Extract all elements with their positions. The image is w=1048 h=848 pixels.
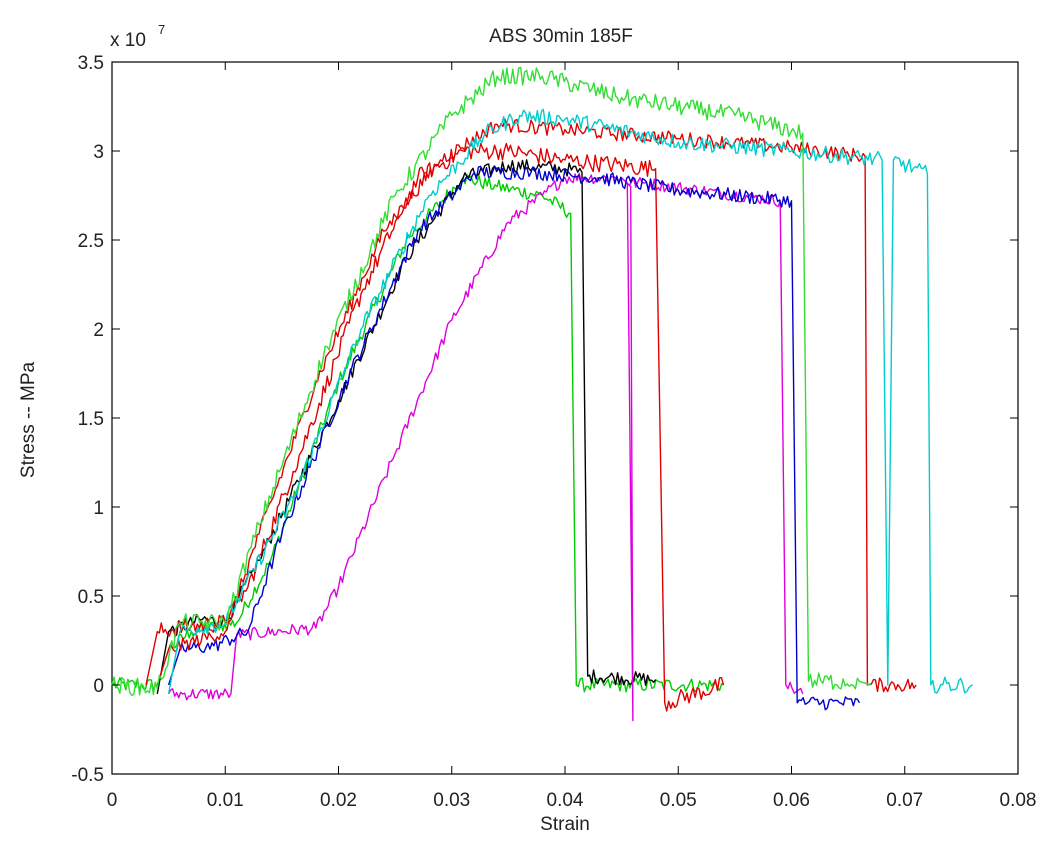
y-exponent-label: x 10 7 [110,22,165,51]
x-tick-label: 0.08 [1000,790,1037,811]
x-tick-label: 0.02 [320,790,357,811]
series-line-8 [111,66,872,697]
x-tick-label: 0.07 [886,790,923,811]
y-tick-label: 3 [93,142,104,163]
series-line-6 [156,118,917,693]
y-tick-label: 1.5 [78,409,104,430]
x-tick-label: 0.05 [660,790,697,811]
y-exponent-power: 7 [158,22,165,37]
y-tick-label: 1 [93,498,104,519]
y-tick-label: 0 [93,676,104,697]
x-axis-label: Strain [540,814,590,835]
x-tick-label: 0.04 [547,790,584,811]
y-tick-label: 3.5 [78,53,104,74]
x-tick-label: 0 [107,790,118,811]
y-tick-label: 0.5 [78,587,104,608]
tick-layer: 0 0.01 0.02 0.03 0.04 0.05 0.06 0.07 0.08-0.500.… [71,53,1036,811]
series-layer [111,66,973,722]
series-line-7 [167,108,973,695]
y-exponent-prefix: x 10 [110,30,146,51]
series-line-5 [167,165,861,711]
series-line-3 [167,172,804,722]
x-tick-label: 0.01 [207,790,244,811]
x-tick-label: 0.06 [773,790,810,811]
y-tick-label: -0.5 [71,765,104,786]
plot-area: 0 0.01 0.02 0.03 0.04 0.05 0.06 0.07 0.08-0.500.… [71,53,1036,811]
y-axis-label: Stress -- MPa [18,362,39,479]
y-tick-label: 2.5 [78,231,104,252]
y-tick-label: 2 [93,320,104,341]
chart-title: ABS 30min 185F [489,26,633,47]
svg-text:x 10: x 10 [110,30,146,51]
x-tick-label: 0.03 [433,790,470,811]
